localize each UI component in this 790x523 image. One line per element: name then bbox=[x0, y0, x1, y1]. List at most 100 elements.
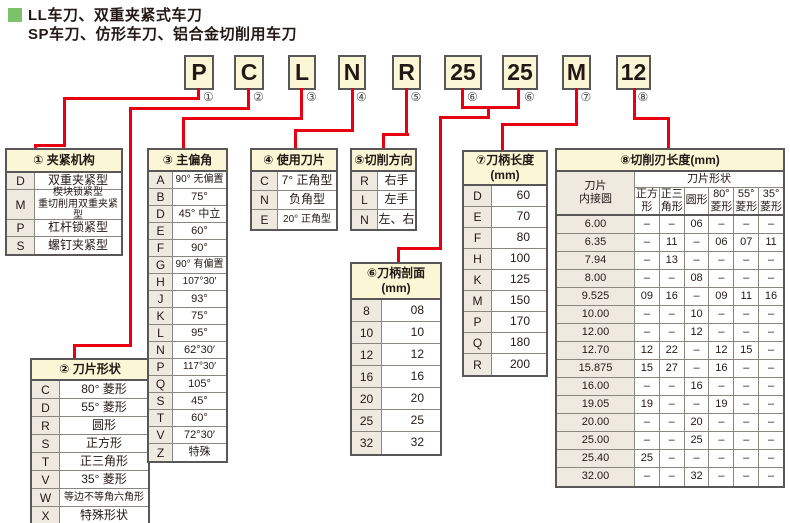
cell-value: 80° 菱形 bbox=[81, 381, 127, 396]
cell-inscribed-circle: 9.525 bbox=[557, 288, 635, 305]
table-row: B 75° bbox=[149, 189, 226, 206]
cell-value: 90° bbox=[191, 241, 208, 254]
cell-code: 12 bbox=[352, 344, 382, 365]
cell-edge-length: 16 bbox=[764, 289, 778, 302]
code-box-1: P bbox=[184, 55, 214, 90]
table-row: 12 12 bbox=[352, 344, 440, 366]
cell-code: S bbox=[149, 393, 173, 409]
table-row: D 55° 菱形 bbox=[32, 399, 148, 417]
table-row: 7.94–13– – – – bbox=[557, 252, 783, 270]
cell-edge-length: 19 bbox=[709, 396, 735, 413]
corner-header: 刀片 内接圆 bbox=[557, 172, 635, 214]
table-row: N 负角型 bbox=[252, 191, 336, 210]
connector-segment bbox=[405, 88, 408, 136]
cell-edge-length: – bbox=[734, 270, 760, 287]
cell-value: 180 bbox=[509, 335, 530, 350]
connector-segment bbox=[300, 88, 303, 120]
connector-segment bbox=[294, 129, 354, 132]
table-row: C 80° 菱形 bbox=[32, 381, 148, 399]
cell-value: 55° 菱形 bbox=[81, 399, 127, 414]
cell-code: Q bbox=[464, 333, 492, 353]
cell-value: 杠杆锁紧型 bbox=[47, 220, 108, 235]
cell-edge-length: – bbox=[767, 415, 775, 428]
cell-value: 90° 无偏置 bbox=[175, 174, 224, 186]
cell-value: 35° 菱形 bbox=[81, 471, 127, 486]
cell-edge-length: 12 bbox=[709, 342, 735, 359]
table-row: 10 10 bbox=[352, 322, 440, 344]
cell-code: T bbox=[32, 453, 60, 470]
cell-inscribed-circle: 6.35 bbox=[557, 234, 635, 251]
cell-edge-length: – bbox=[635, 414, 660, 431]
table-header: ⑦刀柄长度 (mm) bbox=[464, 152, 546, 186]
cell-edge-length: – bbox=[734, 450, 760, 467]
cell-code: S bbox=[32, 435, 60, 452]
cell-code: K bbox=[149, 308, 173, 324]
cell-code: C bbox=[32, 381, 60, 398]
cell-edge-length: – bbox=[635, 234, 660, 251]
table-row: F 80 bbox=[464, 228, 546, 249]
cell-value: 螺钉夹紧型 bbox=[47, 237, 108, 252]
circled-number: ⑧ bbox=[637, 90, 649, 104]
table-row: 20.00– –20– – – bbox=[557, 414, 783, 432]
table-t2: ② 刀片形状 C 80° 菱形 D 55° 菱形 R 圆形 S 正方形 T 正三角形 V 35° 菱形 W… bbox=[30, 358, 150, 523]
cell-edge-length: 25 bbox=[685, 432, 710, 449]
connector-segment bbox=[182, 117, 303, 120]
cell-value: 60° bbox=[191, 411, 208, 424]
cell-value: 正方形 bbox=[85, 435, 122, 450]
cell-edge-length: – bbox=[709, 324, 735, 341]
table-row: T 60° bbox=[149, 410, 226, 427]
cell-value: 95° bbox=[191, 326, 208, 339]
table-row: 15.875 15 27–16– – bbox=[557, 360, 783, 378]
connector-segment bbox=[487, 106, 490, 119]
table-row: A 90° 无偏置 bbox=[149, 172, 226, 189]
cell-edge-length: – bbox=[709, 378, 735, 395]
cell-value: 楔块锁紧型 重切削用双重夹紧型 bbox=[38, 187, 118, 222]
cell-edge-length: 15 bbox=[734, 342, 760, 359]
table-row: L 95° bbox=[149, 325, 226, 342]
cell-edge-length: – bbox=[709, 468, 735, 486]
table-row: H 107°30′ bbox=[149, 274, 226, 291]
cell-inscribed-circle: 25.40 bbox=[557, 450, 635, 467]
cell-code: J bbox=[149, 291, 173, 307]
cell-value: 负角型 bbox=[288, 192, 325, 207]
cell-code: S bbox=[7, 237, 35, 254]
cell-value: 左手 bbox=[384, 192, 409, 207]
circled-number: ④ bbox=[356, 90, 367, 104]
cell-edge-length: 16 bbox=[685, 378, 710, 395]
cell-value: 12 bbox=[410, 346, 424, 361]
table-row: H 100 bbox=[464, 249, 546, 270]
cell-inscribed-circle: 6.00 bbox=[557, 216, 635, 233]
connector-segment bbox=[73, 344, 132, 347]
table-row: V 72°30′ bbox=[149, 427, 226, 444]
circled-number: ⑦ bbox=[580, 90, 592, 104]
page-title-line2: SP车刀、仿形车刀、铝合金切削用车刀 bbox=[28, 26, 298, 43]
cell-value: 正三角形 bbox=[79, 453, 128, 468]
table-header: ① 夹紧机构 bbox=[7, 150, 121, 173]
cell-value: 117°30′ bbox=[183, 361, 216, 373]
table-row: 16 16 bbox=[352, 366, 440, 388]
table-row: 25.40 25– – – – – bbox=[557, 450, 783, 468]
connector-segment bbox=[461, 106, 520, 109]
cell-code: X bbox=[32, 507, 60, 523]
connector-segment bbox=[129, 107, 250, 110]
table-row: 32.00– –32– – – bbox=[557, 468, 783, 486]
cell-value: 75° bbox=[191, 309, 208, 322]
cell-code: A bbox=[149, 172, 173, 188]
cell-code: F bbox=[149, 240, 173, 256]
table-row: 6.35–11–06 07 11 bbox=[557, 234, 783, 252]
code-box-2: C bbox=[234, 55, 264, 90]
cell-edge-length: – bbox=[660, 468, 685, 486]
cell-edge-length: – bbox=[685, 450, 710, 467]
table-row: 8.00– –08– – – bbox=[557, 270, 783, 288]
cell-value: 双重夹紧型 bbox=[47, 173, 108, 188]
cell-code: T bbox=[149, 410, 173, 426]
cell-value: 200 bbox=[509, 356, 530, 371]
connector-segment bbox=[182, 117, 185, 150]
green-square-icon bbox=[8, 7, 22, 22]
cell-code: F bbox=[464, 228, 492, 248]
shape-column-header: 35° 菱形 bbox=[760, 187, 783, 213]
code-box-7: 25 bbox=[502, 55, 538, 90]
cell-value: 等边不等角六角形 bbox=[64, 491, 144, 503]
cell-edge-length: – bbox=[709, 432, 735, 449]
